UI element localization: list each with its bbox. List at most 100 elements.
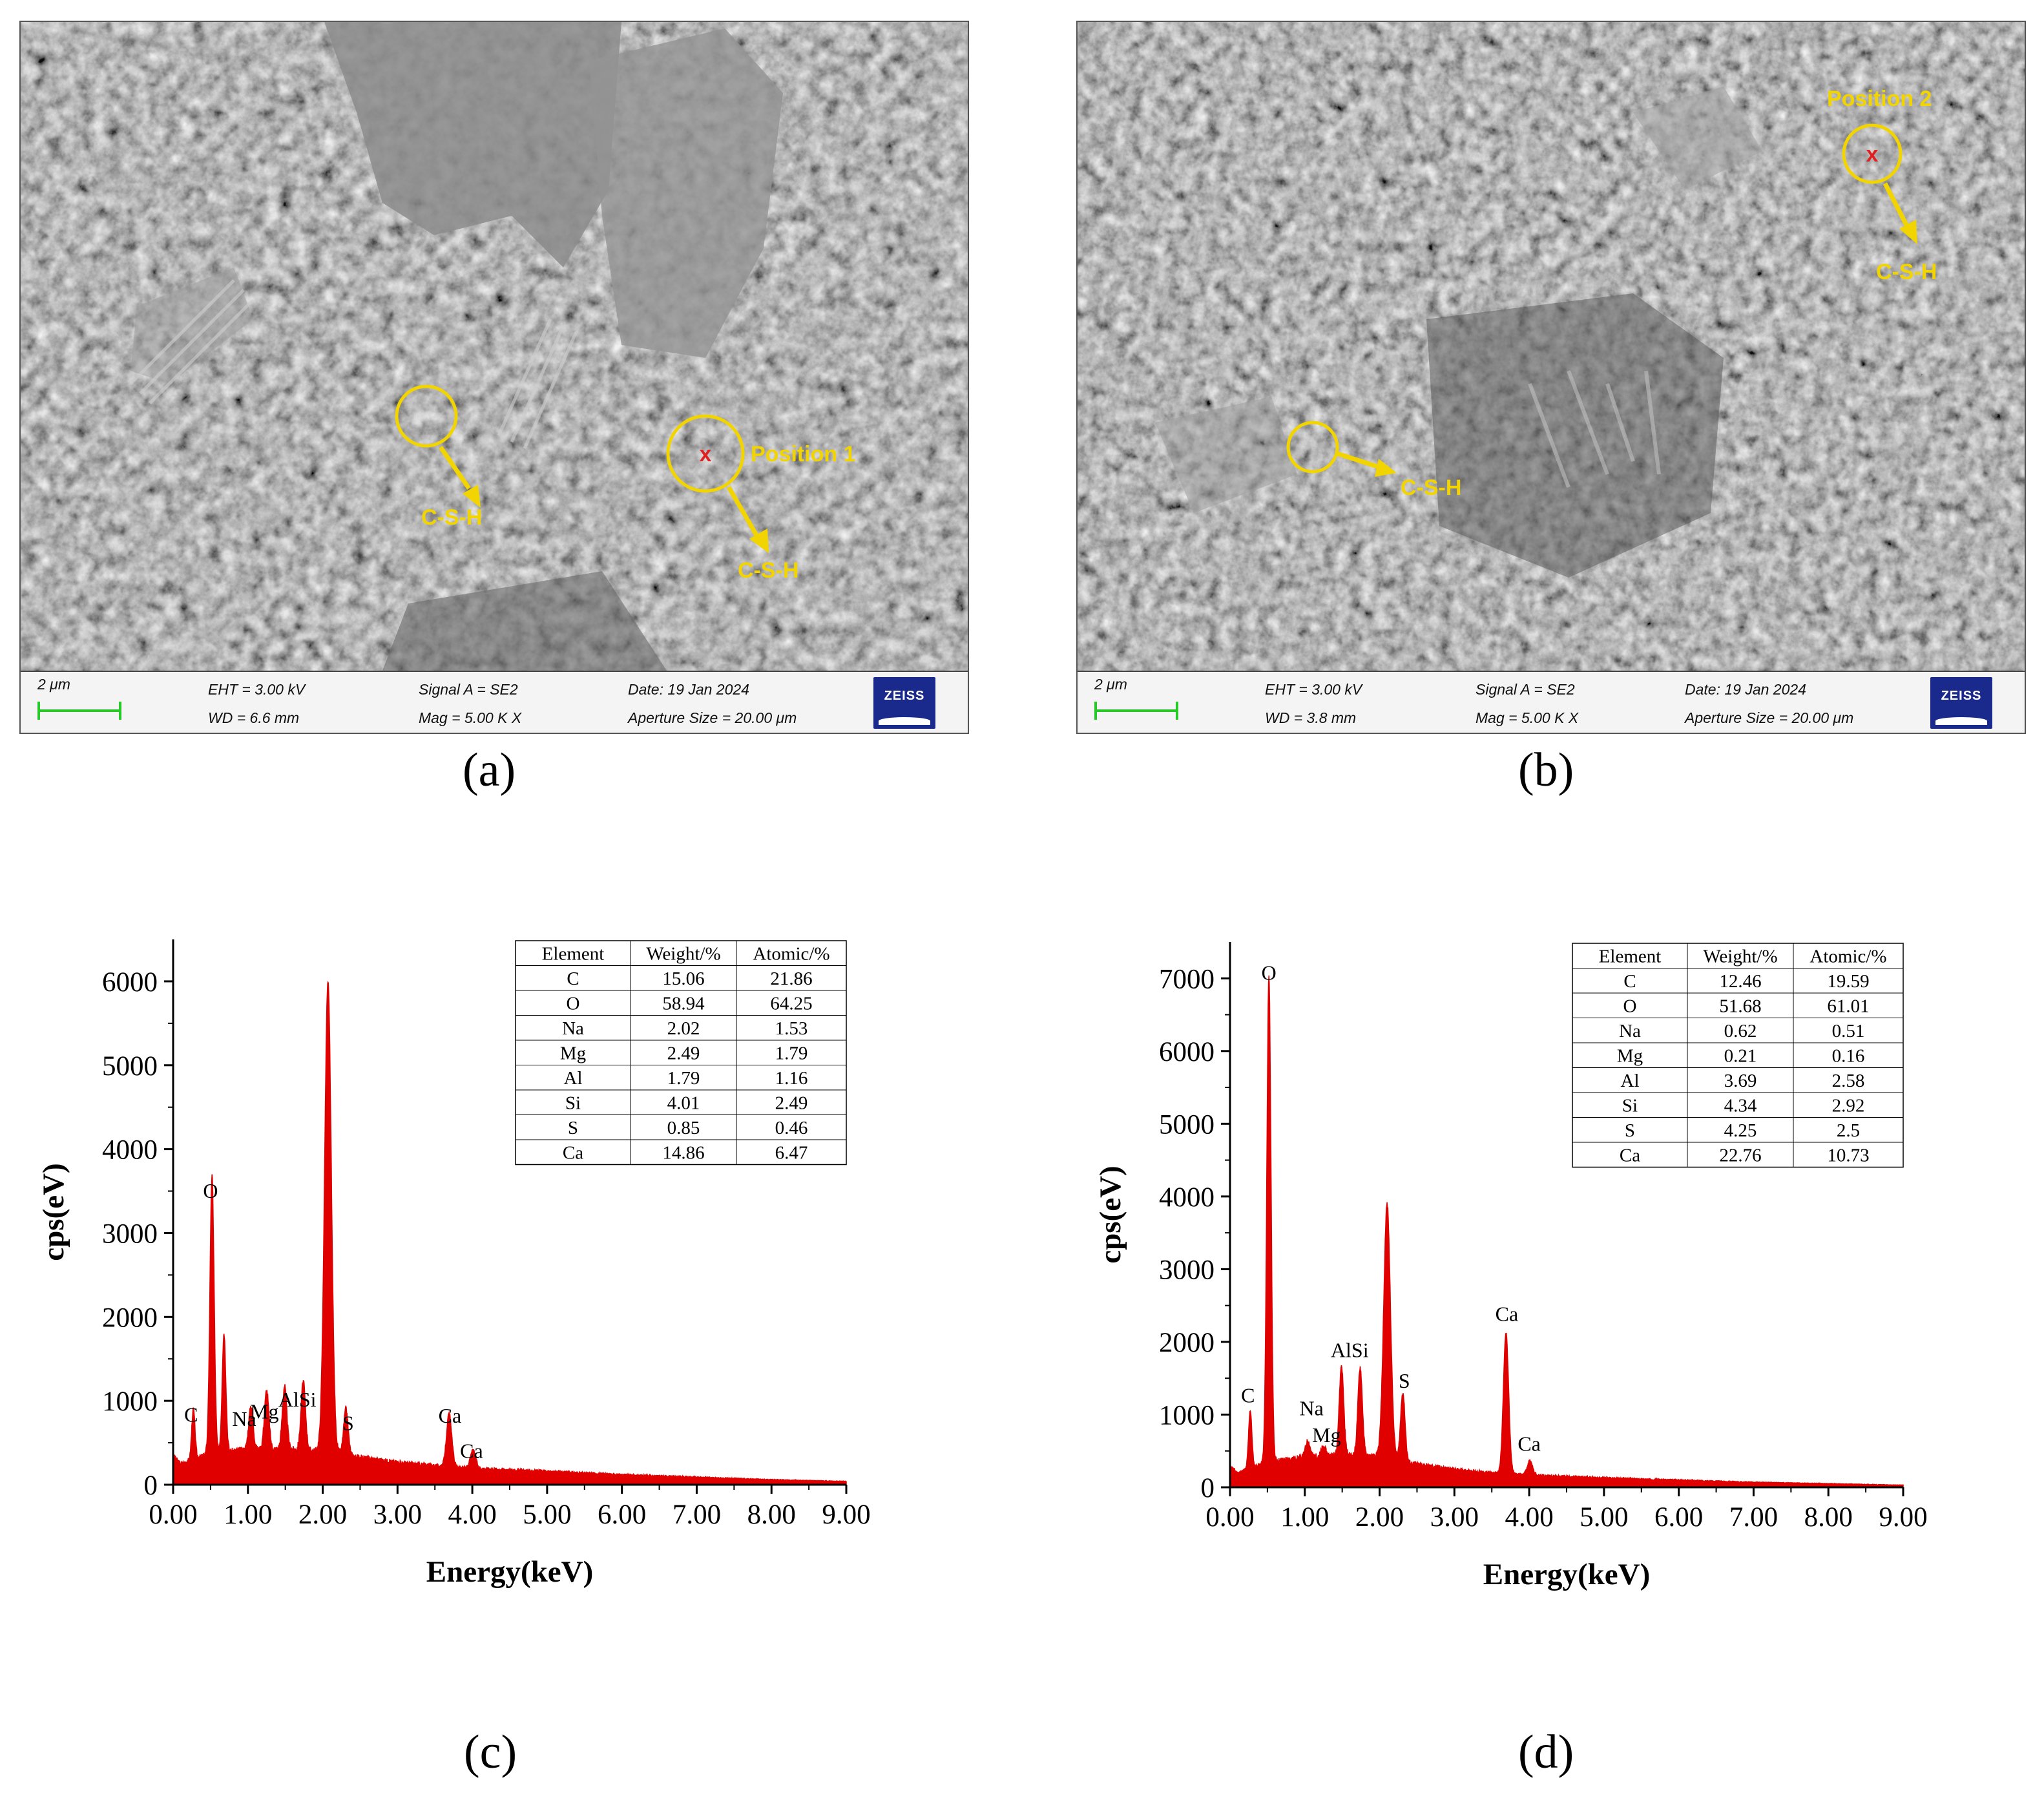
sem-image-panel-a: C-S-H x Position 1 C-S-H 2 μm EHT = 3.00…	[19, 21, 969, 734]
mag-value: Mag = 5.00 K X	[1476, 709, 1579, 726]
table-cell: 3.69	[1724, 1071, 1757, 1091]
sem-a-annotations: C-S-H x Position 1 C-S-H	[395, 384, 855, 583]
x-tick-label: 1.00	[224, 1500, 272, 1530]
peak-label: Mg	[1312, 1423, 1340, 1447]
table-cell: 2.5	[1837, 1120, 1860, 1141]
table-cell: 2.49	[667, 1043, 700, 1063]
peak-label: S	[1399, 1369, 1410, 1392]
x-tick-label: 2.00	[1355, 1502, 1404, 1533]
composition-table: Element Weight/% Atomic/% C 15.06 21.86 O 58.94…	[515, 940, 847, 1166]
table-cell: 0.16	[1832, 1045, 1865, 1066]
scale-label: 2 μm	[37, 676, 70, 693]
csh-label-top: C-S-H	[1876, 260, 1937, 284]
table-cell: 58.94	[662, 993, 705, 1014]
x-tick-label: 0.00	[1205, 1502, 1254, 1533]
table-cell: 0.51	[1832, 1021, 1865, 1041]
peak-label: O	[203, 1179, 218, 1202]
table-header-cell: Weight/%	[1703, 946, 1777, 967]
y-tick-label: 1000	[102, 1387, 158, 1417]
table-cell: 0.85	[667, 1118, 700, 1138]
x-tick-label: 7.00	[673, 1500, 721, 1530]
x-tick-label: 2.00	[298, 1500, 347, 1530]
table-cell: 22.76	[1719, 1145, 1761, 1166]
peak-label: C	[184, 1403, 198, 1427]
table-cell: Mg	[560, 1043, 586, 1063]
table-cell: Si	[565, 1093, 581, 1113]
scale-bar	[37, 702, 121, 720]
eht-value: EHT = 3.00 kV	[1265, 681, 1362, 698]
peak-label: Ca	[460, 1439, 483, 1462]
position-2-label: Position 2	[1827, 87, 1932, 111]
sem-b-annotations: Position 2 x C-S-H C-S-H	[1286, 87, 1937, 500]
y-tick-label: 3000	[102, 1219, 158, 1249]
zeiss-logo: ZEISS	[873, 677, 935, 729]
table-cell: 2.58	[1832, 1071, 1865, 1091]
table-cell: 61.01	[1827, 996, 1869, 1016]
table-cell: 0.62	[1724, 1021, 1757, 1041]
table-cell: 2.92	[1832, 1095, 1865, 1116]
table-cell: Na	[1619, 1021, 1641, 1041]
x-tick-label: 3.00	[1430, 1502, 1479, 1533]
table-cell: Ca	[1620, 1145, 1640, 1166]
signal-value: Signal A = SE2	[419, 681, 518, 698]
sem-info-bar-a: 2 μm EHT = 3.00 kV WD = 6.6 mm Signal A …	[21, 671, 968, 733]
table-cell: 21.86	[770, 968, 812, 989]
table-cell: 14.86	[662, 1142, 704, 1163]
table-cell: 1.16	[775, 1068, 808, 1089]
peak-label: O	[1262, 961, 1277, 985]
peak-label: S	[342, 1412, 354, 1435]
y-axis-title: cps(eV)	[37, 1163, 70, 1261]
table-header-cell: Atomic/%	[753, 943, 829, 964]
eht-value: EHT = 3.00 kV	[208, 681, 306, 698]
y-axis-title: cps(eV)	[1094, 1166, 1127, 1263]
x-axis-title: Energy(keV)	[426, 1555, 593, 1589]
x-tick-label: 0.00	[149, 1500, 197, 1530]
peak-label: AlSi	[278, 1388, 317, 1411]
table-cell: 0.46	[775, 1118, 808, 1138]
date-value: Date: 19 Jan 2024	[628, 681, 749, 698]
table-cell: Si	[1622, 1095, 1638, 1116]
eds-chart-d: 0.00 1.00 2.00 3.00 4.00 5.00 6.00 7.00 8.00 9.00…	[1094, 942, 1928, 1591]
table-cell: Na	[562, 1018, 584, 1039]
peak-label: Ca	[439, 1404, 462, 1427]
x-tick-label: 1.00	[1280, 1502, 1329, 1533]
table-cell: 2.02	[667, 1018, 700, 1039]
table-cell: 4.34	[1724, 1095, 1757, 1116]
x-tick-label: 6.00	[1654, 1502, 1703, 1533]
date-value: Date: 19 Jan 2024	[1685, 681, 1806, 698]
composition-table: Element Weight/% Atomic/% C 12.46 19.59 O 51.68…	[1572, 943, 1904, 1168]
position-1-label: Position 1	[751, 442, 855, 466]
x-tick-label: 5.00	[1580, 1502, 1628, 1533]
table-frame	[515, 940, 847, 1166]
peak-label: Ca	[1496, 1302, 1519, 1325]
table-cell: 15.06	[662, 968, 704, 989]
peak-label: AlSi	[1331, 1339, 1369, 1362]
table-frame	[1572, 943, 1904, 1168]
table-header-cell: Atomic/%	[1809, 946, 1886, 967]
x-tick-label: 8.00	[747, 1500, 796, 1530]
y-tick-label: 4000	[102, 1135, 158, 1166]
eds-chart-c: 0.00 1.00 2.00 3.00 4.00 5.00 6.00 7.00 8.00 9.00…	[37, 939, 871, 1589]
table-cell: S	[568, 1118, 578, 1138]
y-tick-label: 2000	[1159, 1328, 1215, 1358]
sem-micrograph-b: Position 2 x C-S-H C-S-H	[1078, 22, 2025, 671]
table-cell: Al	[1621, 1071, 1640, 1091]
panel-label-c: (c)	[464, 1726, 517, 1779]
panel-label-a: (a)	[463, 744, 516, 797]
wd-value: WD = 3.8 mm	[1265, 709, 1357, 726]
csh-label-left: C-S-H	[1401, 476, 1461, 500]
aperture-value: Aperture Size = 20.00 μm	[628, 709, 797, 726]
y-tick-label: 0	[144, 1470, 158, 1501]
x-tick-label: 4.00	[448, 1500, 496, 1530]
x-tick-label: 3.00	[373, 1500, 422, 1530]
x-axis-title: Energy(keV)	[1483, 1558, 1650, 1591]
sem-info-bar-b: 2 μm EHT = 3.00 kV WD = 3.8 mm Signal A …	[1078, 671, 2025, 733]
peak-label: Na	[1300, 1397, 1324, 1420]
table-cell: 51.68	[1719, 996, 1761, 1016]
position-2-marker: x	[1866, 142, 1879, 167]
x-tick-label: 5.00	[523, 1500, 571, 1530]
peak-label: C	[1241, 1383, 1255, 1407]
y-tick-label: 1000	[1159, 1400, 1215, 1430]
table-cell: 1.53	[775, 1018, 808, 1039]
